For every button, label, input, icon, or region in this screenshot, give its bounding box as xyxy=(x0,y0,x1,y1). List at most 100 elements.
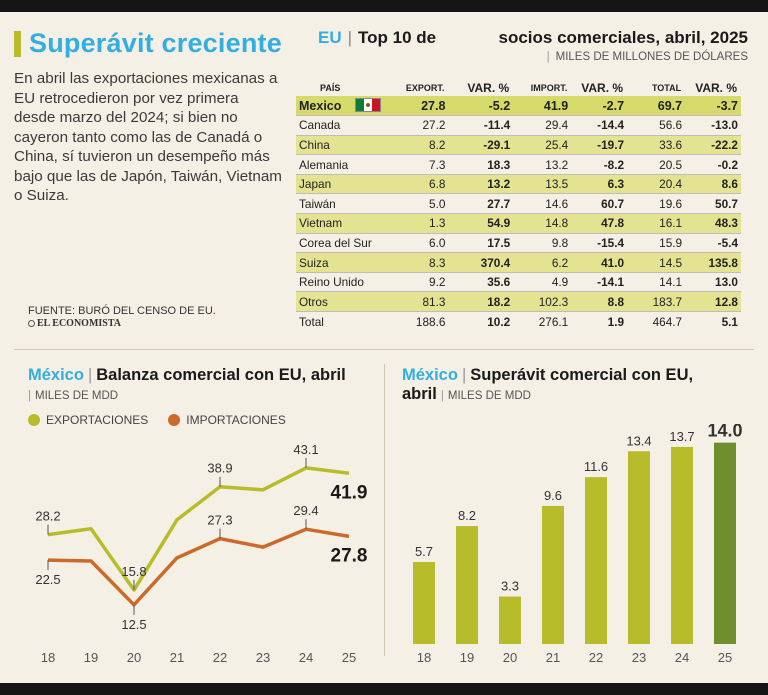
bar xyxy=(585,477,607,644)
cell-import: 13.2 xyxy=(513,154,572,175)
cell-total: 20.5 xyxy=(627,154,686,175)
trade-balance-line-chart: 28.2 15.8 38.9 43.1 41.9 22.5 12.5 27.3 29.4 27.8… xyxy=(35,442,367,665)
cell-import: 25.4 xyxy=(513,135,572,156)
cell-total: 14.5 xyxy=(627,252,686,273)
unit-separator: | xyxy=(546,51,550,63)
chart1-separator: | xyxy=(87,366,93,384)
legend-swatch-imports xyxy=(168,414,181,426)
table-title-part-a: Top 10 de xyxy=(358,28,437,47)
series-line-exports xyxy=(47,466,350,592)
cell-export: 81.3 xyxy=(396,291,449,313)
trade-partners-table: PAÍS EXPORT. VAR. % IMPORT. VAR. % TOTAL… xyxy=(296,79,741,331)
legend-item-imports: IMPORTACIONES xyxy=(168,413,286,427)
cell-import: 4.9 xyxy=(513,272,572,293)
cell-import: 14.8 xyxy=(513,213,572,234)
intro-text: En abril las exportaciones mexicanas a E… xyxy=(14,70,282,204)
x-tick-label: 19 xyxy=(460,650,474,664)
chart1-unit: | MILES DE MDD xyxy=(28,390,119,402)
intro-panel: Superávit creciente En abril las exporta… xyxy=(14,28,284,206)
country-name: Mexico xyxy=(296,96,397,117)
country-name: China xyxy=(296,135,397,156)
chart1-title: México | Balanza comercial con EU, abril |… xyxy=(28,366,346,406)
cell-export-var: 17.5 xyxy=(448,233,514,254)
cell-export: 27.2 xyxy=(396,115,449,136)
country-name: Vietnam xyxy=(296,213,397,234)
table-row: Otros 81.3 18.2 102.3 8.8 183.7 12.8 xyxy=(296,291,741,313)
brand-name: EL ECONOMISTA xyxy=(37,318,121,329)
cell-total: 464.7 xyxy=(652,314,683,329)
cell-import-var: 1.9 xyxy=(607,314,625,329)
x-tick-label: 23 xyxy=(632,650,646,664)
cell-import-var: -2.7 xyxy=(571,96,628,117)
top-rule xyxy=(0,0,768,12)
cell-export: 6.8 xyxy=(396,174,449,195)
chart1-title-text: Balanza comercial con EU, abril xyxy=(96,366,346,384)
bar xyxy=(542,505,564,644)
x-tick-label: 21 xyxy=(170,650,184,665)
data-label: 27.3 xyxy=(207,513,232,528)
table-unit: | MILES DE MILLONES DE DÓLARES xyxy=(318,51,748,63)
cell-import: 41.9 xyxy=(513,96,572,117)
cell-total-var: 50.7 xyxy=(685,193,741,215)
data-label: 28.2 xyxy=(35,509,60,524)
country-name: Suiza xyxy=(296,252,397,273)
bar-value-label: 9.6 xyxy=(544,488,562,503)
cell-export: 7.3 xyxy=(396,154,449,175)
bar-value-label: 5.7 xyxy=(415,544,433,559)
table-title-rest: Top 10 de socios comerciales, abril, 202… xyxy=(358,28,748,48)
chart2-title-text: Superávit comercial con EU, xyxy=(470,366,694,384)
legend-item-exports: EXPORTACIONES xyxy=(28,413,148,427)
cell-total-var: -0.2 xyxy=(685,154,741,175)
cell-export-var: 370.4 xyxy=(448,252,514,273)
legend-label-imports: IMPORTACIONES xyxy=(186,413,286,427)
col-header-import-var: VAR. % xyxy=(581,80,624,95)
table-row: Suiza 8.3 370.4 6.2 41.0 14.5 135.8 xyxy=(296,252,741,273)
title-separator: | xyxy=(347,28,353,47)
x-tick-label: 19 xyxy=(84,650,98,665)
cell-total: 56.6 xyxy=(627,115,686,136)
source-note: FUENTE: BURÓ DEL CENSO DE EU. xyxy=(28,305,216,317)
x-tick-label: 25 xyxy=(342,650,356,665)
chart2-country: México xyxy=(402,366,458,384)
x-tick-label: 24 xyxy=(299,650,313,665)
data-label: 15.8 xyxy=(121,564,146,579)
cell-export: 1.3 xyxy=(396,213,449,234)
bar-value-label: 11.6 xyxy=(584,459,608,474)
bar xyxy=(714,442,736,644)
table-row: Reino Unido 9.2 35.6 4.9 -14.1 14.1 13.0 xyxy=(296,272,741,293)
chart1-country: México xyxy=(28,366,84,384)
cell-export: 5.0 xyxy=(396,193,449,215)
table-row: Japan 6.8 13.2 13.5 6.3 20.4 8.6 xyxy=(296,174,741,195)
bar xyxy=(413,562,435,644)
chart2-title: México | Superávit comercial con EU, abril… xyxy=(402,366,693,406)
country-name: Reino Unido xyxy=(296,272,397,293)
cell-total-var: 8.6 xyxy=(685,174,741,195)
bar xyxy=(671,446,693,644)
cell-export-var: 10.2 xyxy=(487,314,511,329)
cell-import-var: 8.8 xyxy=(571,291,628,313)
cell-total: 20.4 xyxy=(627,174,686,195)
cell-export-var: 35.6 xyxy=(448,272,514,293)
country-name: Otros xyxy=(296,291,397,313)
chart2-title-text-2: abril xyxy=(402,385,437,403)
x-tick-label: 22 xyxy=(213,650,227,665)
cell-total-var: -13.0 xyxy=(685,115,741,136)
bar-value-label: 3.3 xyxy=(501,579,519,594)
cell-import-var: -19.7 xyxy=(571,135,628,156)
trade-surplus-bar-chart: 5.7 18 8.2 19 3.3 20 9.6 21 11.6 22 13.4 23 13.7 24 14… xyxy=(413,424,743,664)
table-row: Canada 27.2 -11.4 29.4 -14.4 56.6 -13.0 xyxy=(296,115,741,136)
table-title-country: EU xyxy=(318,28,342,47)
cell-export-var: -11.4 xyxy=(448,115,514,136)
cell-import: 276.1 xyxy=(538,314,569,329)
cell-export-var: 27.7 xyxy=(448,193,514,215)
x-tick-label: 18 xyxy=(417,650,431,664)
country-name: Canada xyxy=(296,115,397,136)
x-tick-label: 23 xyxy=(256,650,270,665)
cell-import: 102.3 xyxy=(513,291,572,313)
cell-import: 29.4 xyxy=(513,115,572,136)
cell-export-var: -5.2 xyxy=(448,96,514,117)
cell-import-var: 41.0 xyxy=(571,252,628,273)
table-header-row: PAÍS EXPORT. VAR. % IMPORT. VAR. % TOTAL… xyxy=(296,79,741,96)
chart2-unit: | MILES DE MDD xyxy=(440,390,531,402)
data-label: 38.9 xyxy=(207,461,232,476)
